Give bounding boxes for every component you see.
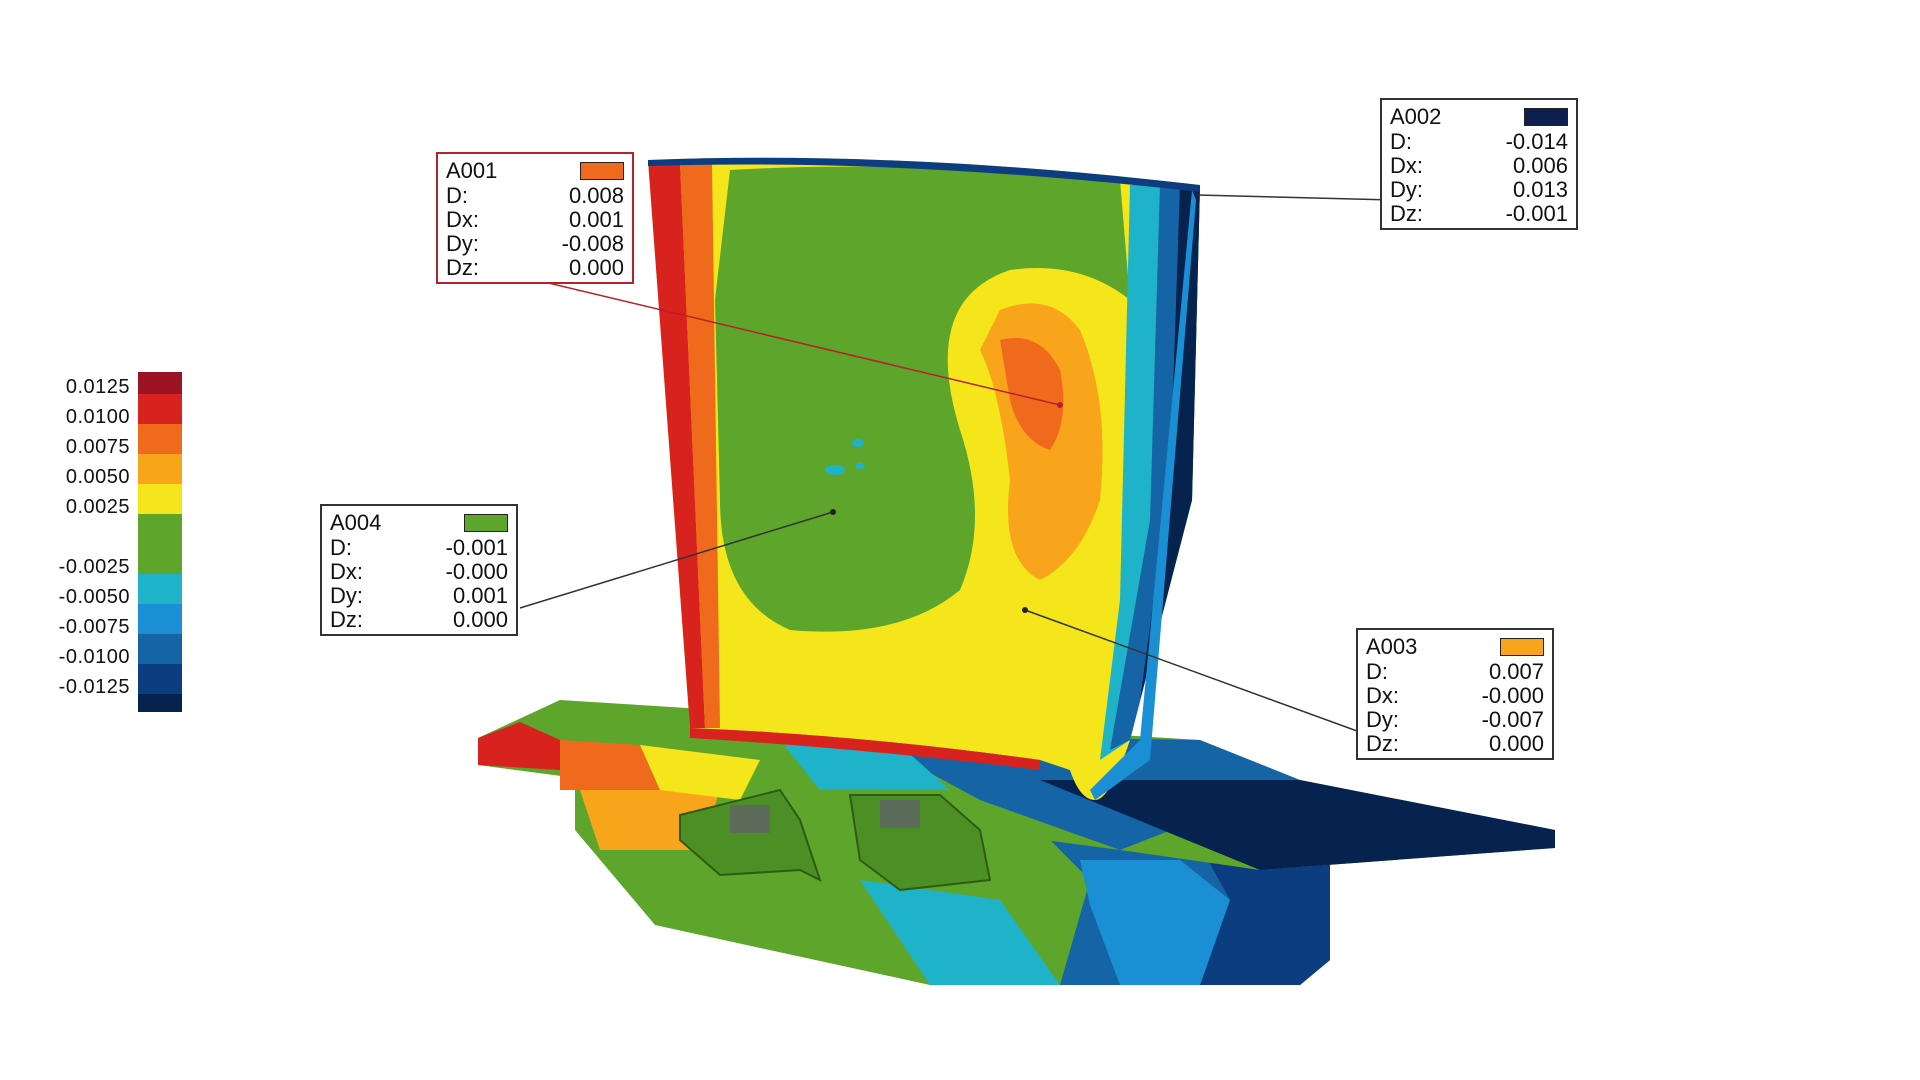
legend-tick-label: -0.0050 (58, 586, 130, 608)
dz-label: Dz: (1390, 201, 1423, 226)
dz-value: -0.001 (1505, 201, 1568, 226)
dy-value: -0.007 (1481, 707, 1544, 732)
callout-id: A001 (446, 158, 498, 183)
leader-line-a002 (1196, 194, 1394, 201)
legend-swatch (138, 484, 182, 514)
legend-swatch (138, 694, 182, 712)
d-label: D: (446, 183, 468, 208)
dx-value: -0.000 (445, 559, 508, 584)
dx-label: Dx: (330, 559, 363, 584)
cyan-speck (855, 463, 865, 469)
platform-navy (1040, 780, 1555, 870)
d-value: -0.001 (445, 535, 508, 560)
probe-point-a004 (830, 509, 836, 515)
d-label: D: (1366, 659, 1388, 684)
legend-swatch (138, 664, 182, 694)
dy-value: 0.013 (1512, 177, 1568, 202)
d-value: 0.008 (568, 183, 624, 208)
dy-label: Dy: (1390, 177, 1423, 202)
dx-value: -0.000 (1481, 683, 1544, 708)
platform-red (478, 722, 560, 770)
platform-orange (560, 740, 660, 790)
slot-shadow-middle (880, 800, 920, 828)
airfoil-green-core (715, 166, 1130, 632)
legend-swatch (138, 634, 182, 664)
legend-swatch (138, 514, 182, 544)
callout-id: A004 (330, 510, 382, 535)
probe-point-a001 (1057, 402, 1063, 408)
dy-label: Dy: (446, 231, 479, 256)
d-value: -0.014 (1505, 129, 1568, 154)
callout-color-swatch (1500, 638, 1544, 656)
legend-tick-label: 0.0025 (65, 496, 130, 518)
dx-label: Dx: (1390, 153, 1423, 178)
legend-swatch (138, 372, 182, 394)
dx-value: 0.001 (568, 207, 624, 232)
dx-label: Dx: (1366, 683, 1399, 708)
legend-swatch (138, 604, 182, 634)
legend-swatch (138, 574, 182, 604)
legend-swatch (138, 454, 182, 484)
legend-tick-label: 0.0100 (65, 406, 130, 428)
dy-label: Dy: (330, 583, 363, 608)
legend-tick-label: -0.0125 (58, 676, 130, 698)
legend-swatch (138, 424, 182, 454)
legend-tick-label: -0.0075 (58, 616, 130, 638)
platform-yellow (640, 745, 760, 800)
legend-tick-label: -0.0025 (58, 556, 130, 578)
legend-tick-label: 0.0125 (65, 376, 130, 398)
root-slot-right (1080, 860, 1230, 985)
cyan-speck (825, 465, 845, 475)
d-label: D: (1390, 129, 1412, 154)
dz-value: 0.000 (568, 255, 624, 280)
callout-color-swatch (580, 162, 624, 180)
d-label: D: (330, 535, 352, 560)
dz-label: Dz: (330, 607, 363, 632)
callout-a002: A002 D: -0.014 Dx: 0.006 Dy: 0.013 Dz: -0.00… (1380, 98, 1578, 230)
callout-id: A003 (1366, 634, 1418, 659)
legend-swatch (138, 544, 182, 574)
legend-tick-label: 0.0075 (65, 436, 130, 458)
dx-value: 0.006 (1512, 153, 1568, 178)
legend-swatch (138, 394, 182, 424)
callout-a001: A001 D: 0.008 Dx: 0.001 Dy: -0.008 Dz: 0.000 (436, 152, 634, 284)
dz-label: Dz: (1366, 731, 1399, 756)
leader-line-a003 (1024, 609, 1369, 736)
dz-value: 0.000 (452, 607, 508, 632)
callout-color-swatch (464, 514, 508, 532)
airfoil-deep-orange (1000, 338, 1064, 450)
root-slot-left (679, 788, 822, 882)
dy-value: 0.001 (452, 583, 508, 608)
leader-line-a001 (514, 274, 1061, 406)
dx-label: Dx: (446, 207, 479, 232)
cyan-speck (852, 439, 864, 447)
dy-label: Dy: (1366, 707, 1399, 732)
probe-points (830, 402, 1063, 613)
dz-label: Dz: (446, 255, 479, 280)
base-band-red (690, 728, 1040, 770)
callout-a004: A004 D: -0.001 Dx: -0.000 Dy: 0.001 Dz: 0.00… (320, 504, 518, 636)
leading-edge-red (648, 160, 705, 728)
slot-shadow-left (730, 805, 770, 833)
leader-line-a004 (519, 511, 834, 609)
blade-root (478, 700, 1555, 985)
d-value: 0.007 (1488, 659, 1544, 684)
callout-color-swatch (1524, 108, 1568, 126)
root-lower-cyan (860, 880, 1060, 985)
probe-point-a003 (1022, 607, 1028, 613)
blade-airfoil (648, 157, 1200, 800)
color-scale-legend: 0.0125 0.0100 0.0075 0.0050 0.0025 -0.00… (20, 372, 190, 712)
tip-cap (648, 157, 1200, 192)
callout-a003: A003 D: 0.007 Dx: -0.000 Dy: -0.007 Dz: 0.00… (1356, 628, 1554, 760)
dz-value: 0.000 (1488, 731, 1544, 756)
dy-value: -0.008 (561, 231, 624, 256)
callout-id: A002 (1390, 104, 1442, 129)
legend-tick-label: 0.0050 (65, 466, 130, 488)
legend-tick-label: -0.0100 (58, 646, 130, 668)
leader-lines (514, 194, 1394, 736)
leading-edge-orange (680, 162, 720, 728)
